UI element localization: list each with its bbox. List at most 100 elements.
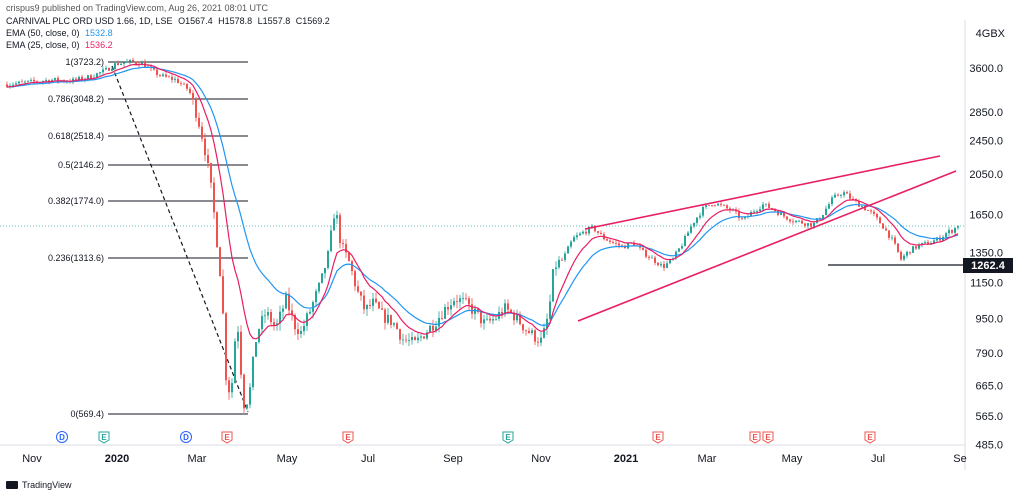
fib-level-label: 0.382(1774.0) [48, 196, 104, 206]
candle-body [543, 328, 545, 338]
candle-body [372, 298, 374, 306]
dividend-marker[interactable]: D [180, 431, 192, 443]
earnings-marker[interactable]: E [221, 431, 233, 444]
candle-body [348, 252, 350, 262]
candle-body [240, 331, 242, 375]
candle-body [483, 319, 485, 324]
price-axis[interactable]: 485.0 565.0 665.0 790.0 950.0 1150.0 1350.0 165… [969, 63, 1003, 452]
candle-body [369, 305, 371, 306]
tradingview-brand: TradingView [22, 480, 72, 490]
candle-body [492, 319, 494, 321]
time-tick: 2021 [614, 453, 638, 465]
candle-body [162, 74, 164, 76]
candle-body [216, 212, 218, 248]
candle-body [201, 126, 203, 139]
candle-body [246, 404, 248, 409]
candle-body [834, 194, 836, 198]
candle-body [117, 63, 119, 65]
candle-body [276, 323, 278, 326]
candle-body [12, 84, 14, 86]
candle-body [585, 231, 587, 234]
upper-trend-line[interactable] [584, 155, 941, 230]
candle-body [330, 230, 332, 251]
time-axis[interactable]: Nov 2020 Mar May Jul Sep Nov 2021 Mar May Jul Se [22, 453, 967, 465]
candle-body [615, 242, 617, 244]
candle-body [381, 308, 383, 310]
candle-body [849, 193, 851, 199]
candle-body [837, 194, 839, 196]
candle-body [258, 329, 260, 343]
earnings-marker[interactable]: E [652, 431, 664, 444]
fib-level-label: 0(569.4) [70, 409, 104, 419]
candle-body [909, 251, 911, 253]
ohlc-close: C1569.2 [295, 16, 330, 26]
candle-body [531, 330, 533, 333]
time-tick: Mar [188, 453, 207, 465]
candle-body [579, 233, 581, 236]
event-letter: D [59, 433, 65, 442]
lower-trend-line[interactable] [577, 170, 957, 322]
candle-body [111, 69, 113, 71]
candle-body [561, 259, 563, 261]
earnings-marker[interactable]: E [342, 431, 354, 444]
candle-body [366, 305, 368, 310]
earnings-marker[interactable]: E [502, 431, 514, 444]
candle-body [345, 244, 347, 253]
candle-body [570, 241, 572, 247]
ohlc-low: L1557.8 [257, 16, 291, 26]
candle-body [843, 192, 845, 196]
candle-body [927, 241, 929, 245]
fib-trend-line[interactable] [111, 65, 249, 413]
drawing-tools[interactable] [577, 155, 963, 322]
candle-body [501, 312, 503, 315]
candle-body [402, 339, 404, 341]
candle-body [558, 259, 560, 268]
candle-body [480, 312, 482, 324]
earnings-marker[interactable]: E [98, 431, 110, 444]
candle-body [447, 307, 449, 310]
earnings-marker[interactable]: E [762, 431, 774, 444]
tradingview-logo[interactable]: TradingView [6, 480, 72, 490]
candle-body [339, 215, 341, 244]
candle-body [261, 316, 263, 330]
candle-body [465, 298, 467, 299]
candle-body [552, 269, 554, 302]
earnings-marker[interactable]: E [749, 431, 761, 444]
candle-body [99, 72, 101, 74]
candle-body [417, 337, 419, 341]
candle-body [906, 251, 908, 256]
ema25-legend[interactable]: EMA (25, close, 0) 1536.2 [6, 40, 116, 50]
candle-body [135, 61, 137, 64]
price-tick: 2850.0 [969, 107, 1003, 119]
candle-body [528, 330, 530, 334]
candle-body [210, 163, 212, 183]
candle-body [882, 223, 884, 229]
candle-body [54, 77, 56, 80]
fib-level-label: 0.5(2146.2) [58, 160, 104, 170]
price-tick: 950.0 [975, 313, 1003, 325]
candle-body [567, 246, 569, 254]
candle-body [195, 99, 197, 118]
symbol-name[interactable]: CARNIVAL PLC ORD USD 1.66, 1D, LSE [6, 16, 173, 26]
candle-body [96, 73, 98, 78]
candle-body [651, 257, 653, 259]
candle-body [741, 218, 743, 219]
ema50-legend[interactable]: EMA (50, close, 0) 1532.8 [6, 28, 116, 38]
candle-body [156, 69, 158, 75]
event-letter: E [101, 433, 107, 442]
candle-body [516, 314, 518, 321]
candle-body [723, 204, 725, 206]
dividend-marker[interactable]: D [56, 431, 68, 443]
candle-body [948, 230, 950, 234]
earnings-marker[interactable]: E [864, 431, 876, 444]
event-letter: E [655, 433, 661, 442]
candle-body [846, 192, 848, 194]
candle-body [696, 217, 698, 223]
candle-body [756, 211, 758, 212]
candle-body [231, 383, 233, 393]
time-tick: Se [953, 453, 966, 465]
candle-body [432, 325, 434, 331]
candle-body [225, 313, 227, 381]
